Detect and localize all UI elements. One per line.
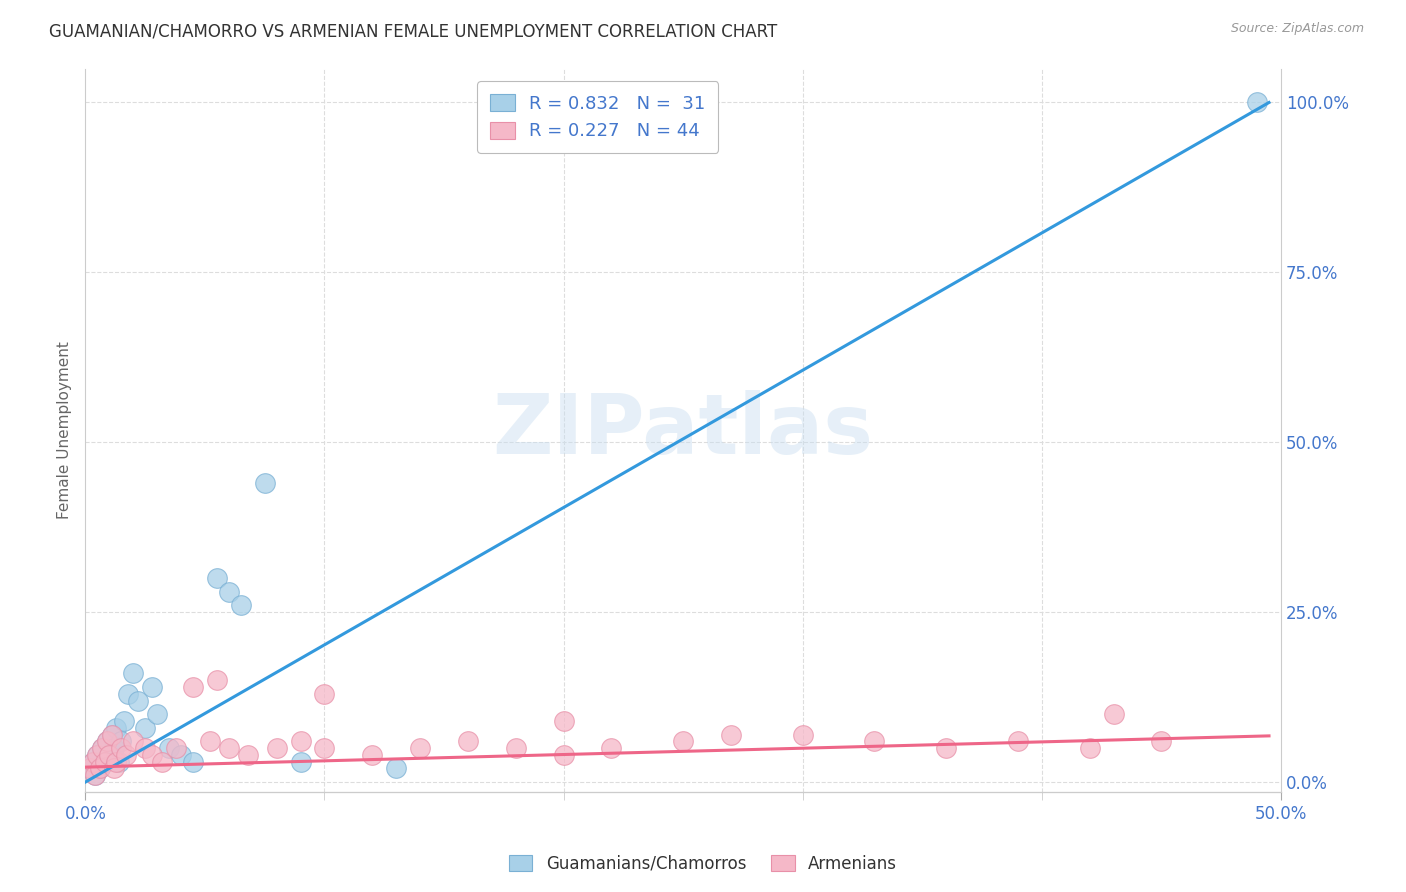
Point: [110, 734, 132, 748]
Point: [672, 734, 695, 748]
Point: [314, 687, 336, 701]
Point: [105, 755, 128, 769]
Point: [935, 741, 957, 756]
Point: [82, 755, 104, 769]
Point: [86, 747, 108, 762]
Legend: R = 0.832   N =  31, R = 0.227   N = 44: R = 0.832 N = 31, R = 0.227 N = 44: [477, 81, 718, 153]
Point: [134, 721, 156, 735]
Point: [84, 768, 107, 782]
Point: [863, 734, 886, 748]
Point: [1150, 734, 1173, 748]
Point: [115, 747, 138, 762]
Point: [79, 762, 101, 776]
Point: [361, 747, 384, 762]
Point: [253, 476, 276, 491]
Point: [314, 741, 336, 756]
Point: [165, 741, 187, 756]
Point: [100, 727, 122, 741]
Point: [141, 680, 163, 694]
Point: [103, 762, 125, 776]
Point: [98, 747, 121, 762]
Point: [103, 741, 125, 756]
Point: [122, 666, 145, 681]
Point: [82, 755, 104, 769]
Point: [79, 762, 101, 776]
Point: [84, 768, 107, 782]
Point: [108, 755, 131, 769]
Point: [553, 747, 575, 762]
Point: [600, 741, 623, 756]
Point: [198, 734, 221, 748]
Point: [89, 762, 111, 776]
Point: [122, 734, 145, 748]
Point: [236, 747, 259, 762]
Point: [98, 747, 121, 762]
Point: [290, 755, 312, 769]
Point: [86, 747, 108, 762]
Point: [146, 707, 169, 722]
Point: [792, 727, 814, 741]
Point: [1246, 95, 1268, 110]
Point: [205, 673, 228, 688]
Point: [1078, 741, 1101, 756]
Point: [141, 747, 163, 762]
Point: [112, 714, 135, 728]
Point: [93, 755, 115, 769]
Point: [290, 734, 312, 748]
Point: [150, 755, 173, 769]
Point: [218, 584, 240, 599]
Point: [91, 741, 114, 756]
Point: [110, 741, 132, 756]
Point: [117, 687, 139, 701]
Point: [1102, 707, 1125, 722]
Point: [205, 571, 228, 585]
Point: [96, 734, 118, 748]
Point: [96, 734, 118, 748]
Point: [229, 599, 252, 613]
Point: [105, 721, 128, 735]
Point: [181, 755, 204, 769]
Point: [91, 741, 114, 756]
Point: [457, 734, 479, 748]
Point: [170, 747, 193, 762]
Y-axis label: Female Unemployment: Female Unemployment: [58, 342, 72, 519]
Text: ZIPatlas: ZIPatlas: [492, 390, 873, 471]
Point: [385, 762, 408, 776]
Point: [505, 741, 527, 756]
Text: GUAMANIAN/CHAMORRO VS ARMENIAN FEMALE UNEMPLOYMENT CORRELATION CHART: GUAMANIAN/CHAMORRO VS ARMENIAN FEMALE UN…: [49, 22, 778, 40]
Legend: Guamanians/Chamorros, Armenians: Guamanians/Chamorros, Armenians: [502, 848, 904, 880]
Point: [134, 741, 156, 756]
Point: [1007, 734, 1029, 748]
Point: [89, 762, 111, 776]
Point: [100, 727, 122, 741]
Point: [720, 727, 742, 741]
Point: [266, 741, 288, 756]
Point: [181, 680, 204, 694]
Point: [127, 693, 149, 707]
Point: [409, 741, 432, 756]
Text: Source: ZipAtlas.com: Source: ZipAtlas.com: [1230, 22, 1364, 36]
Point: [93, 755, 115, 769]
Point: [553, 714, 575, 728]
Point: [218, 741, 240, 756]
Point: [157, 741, 180, 756]
